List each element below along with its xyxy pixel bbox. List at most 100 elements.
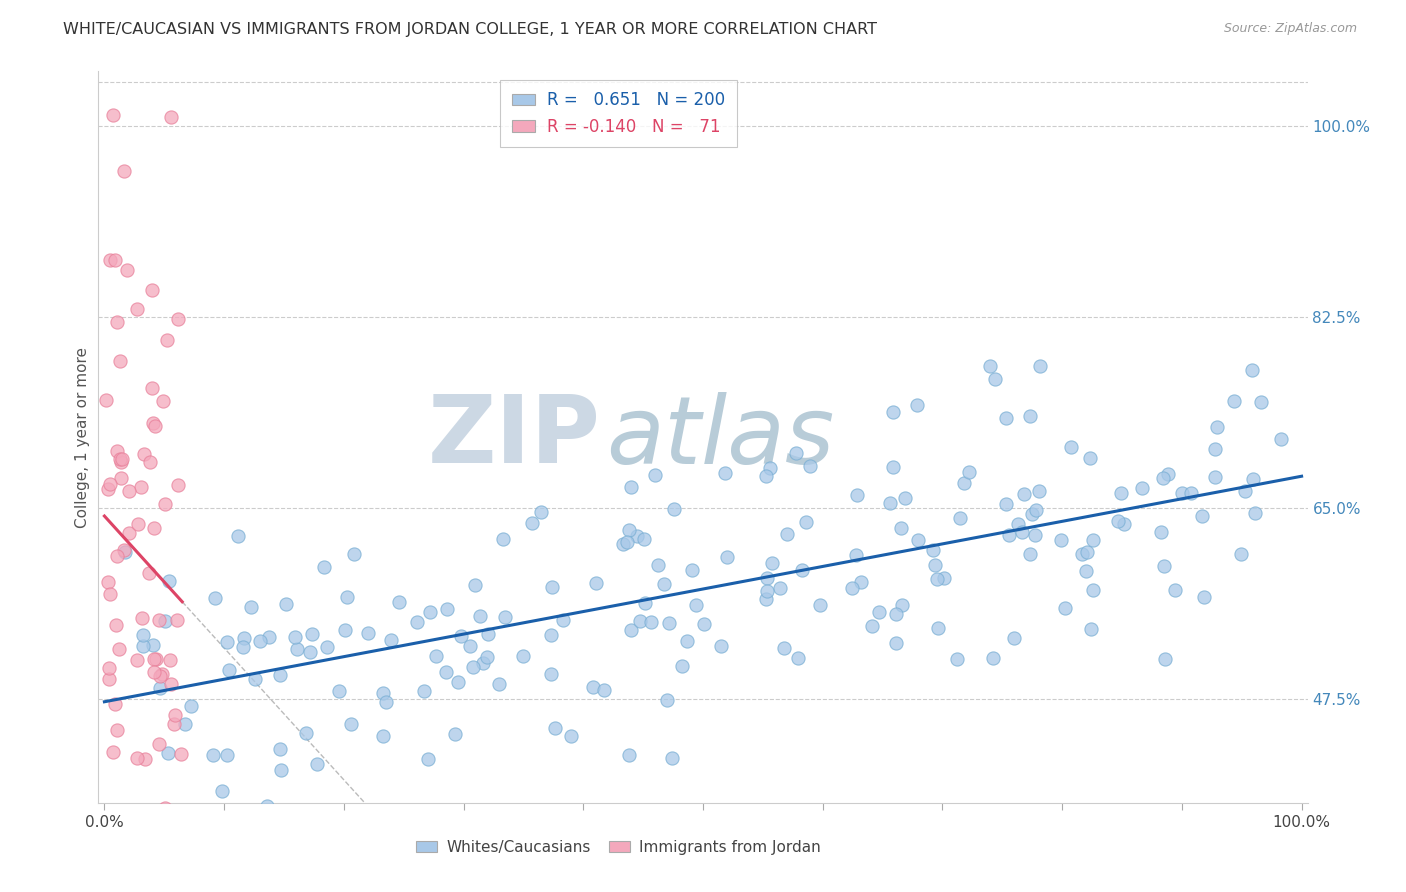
Point [156,746,179,760]
Point [134,447,156,461]
Point [215,635,238,649]
Point [105,723,128,738]
Point [710,639,733,653]
Point [998,528,1021,542]
Point [681,563,703,577]
Point [756,584,779,599]
Point [104,617,127,632]
Point [447,675,470,690]
Point [922,543,945,558]
Point [98,477,121,491]
Point [156,806,179,821]
Point [981,651,1004,665]
Point [616,534,638,549]
Point [148,737,170,751]
Point [371,729,394,743]
Text: Source: ZipAtlas.com: Source: ZipAtlas.com [1223,22,1357,36]
Point [156,333,179,347]
Point [153,497,176,511]
Point [953,476,976,491]
Point [1152,471,1174,485]
Point [628,614,651,628]
Point [849,575,872,590]
Point [141,283,163,297]
Point [143,665,166,679]
Point [756,571,779,585]
Point [1180,486,1202,500]
Point [257,631,280,645]
Point [1230,547,1253,561]
Point [882,404,904,418]
Point [97,672,120,686]
Point [98,587,121,601]
Point [232,631,254,645]
Point [626,529,648,543]
Point [1024,528,1046,542]
Point [652,577,675,591]
Point [270,763,292,777]
Point [132,627,155,641]
Point [593,682,616,697]
Point [170,806,193,821]
Point [239,600,262,615]
Point [315,640,337,654]
Point [243,672,266,686]
Point [1250,394,1272,409]
Point [142,416,165,430]
Point [488,676,510,690]
Point [1081,583,1104,598]
Point [544,721,567,735]
Point [94,392,117,407]
Point [1018,547,1040,561]
Point [785,446,807,460]
Point [768,581,790,595]
Point [540,667,562,681]
Point [111,452,134,467]
Point [633,532,655,546]
Point [671,658,693,673]
Point [1111,485,1133,500]
Point [540,581,562,595]
Point [1244,506,1267,520]
Point [612,537,634,551]
Point [470,609,492,624]
Point [202,747,225,762]
Point [333,624,356,638]
Point [163,717,186,731]
Point [755,468,778,483]
Point [475,650,498,665]
Point [927,573,949,587]
Point [115,263,138,277]
Point [436,602,458,616]
Point [808,599,831,613]
Y-axis label: College, 1 year or more: College, 1 year or more [75,347,90,527]
Point [153,614,176,628]
Point [983,372,1005,386]
Point [1204,442,1226,456]
Point [979,359,1001,373]
Point [1192,590,1215,604]
Point [1083,533,1105,547]
Point [1028,484,1050,499]
Point [585,575,607,590]
Point [98,252,121,267]
Point [1025,503,1047,517]
Point [112,542,135,557]
Point [1205,470,1227,484]
Point [357,625,380,640]
Point [284,630,307,644]
Point [620,480,643,494]
Point [141,806,163,821]
Point [312,560,335,574]
Point [298,645,321,659]
Point [127,516,149,531]
Point [388,595,411,609]
Point [328,683,350,698]
Point [274,597,297,611]
Point [949,511,972,525]
Point [1164,582,1187,597]
Point [1060,440,1083,454]
Point [761,556,783,570]
Point [114,545,136,559]
Point [104,697,127,711]
